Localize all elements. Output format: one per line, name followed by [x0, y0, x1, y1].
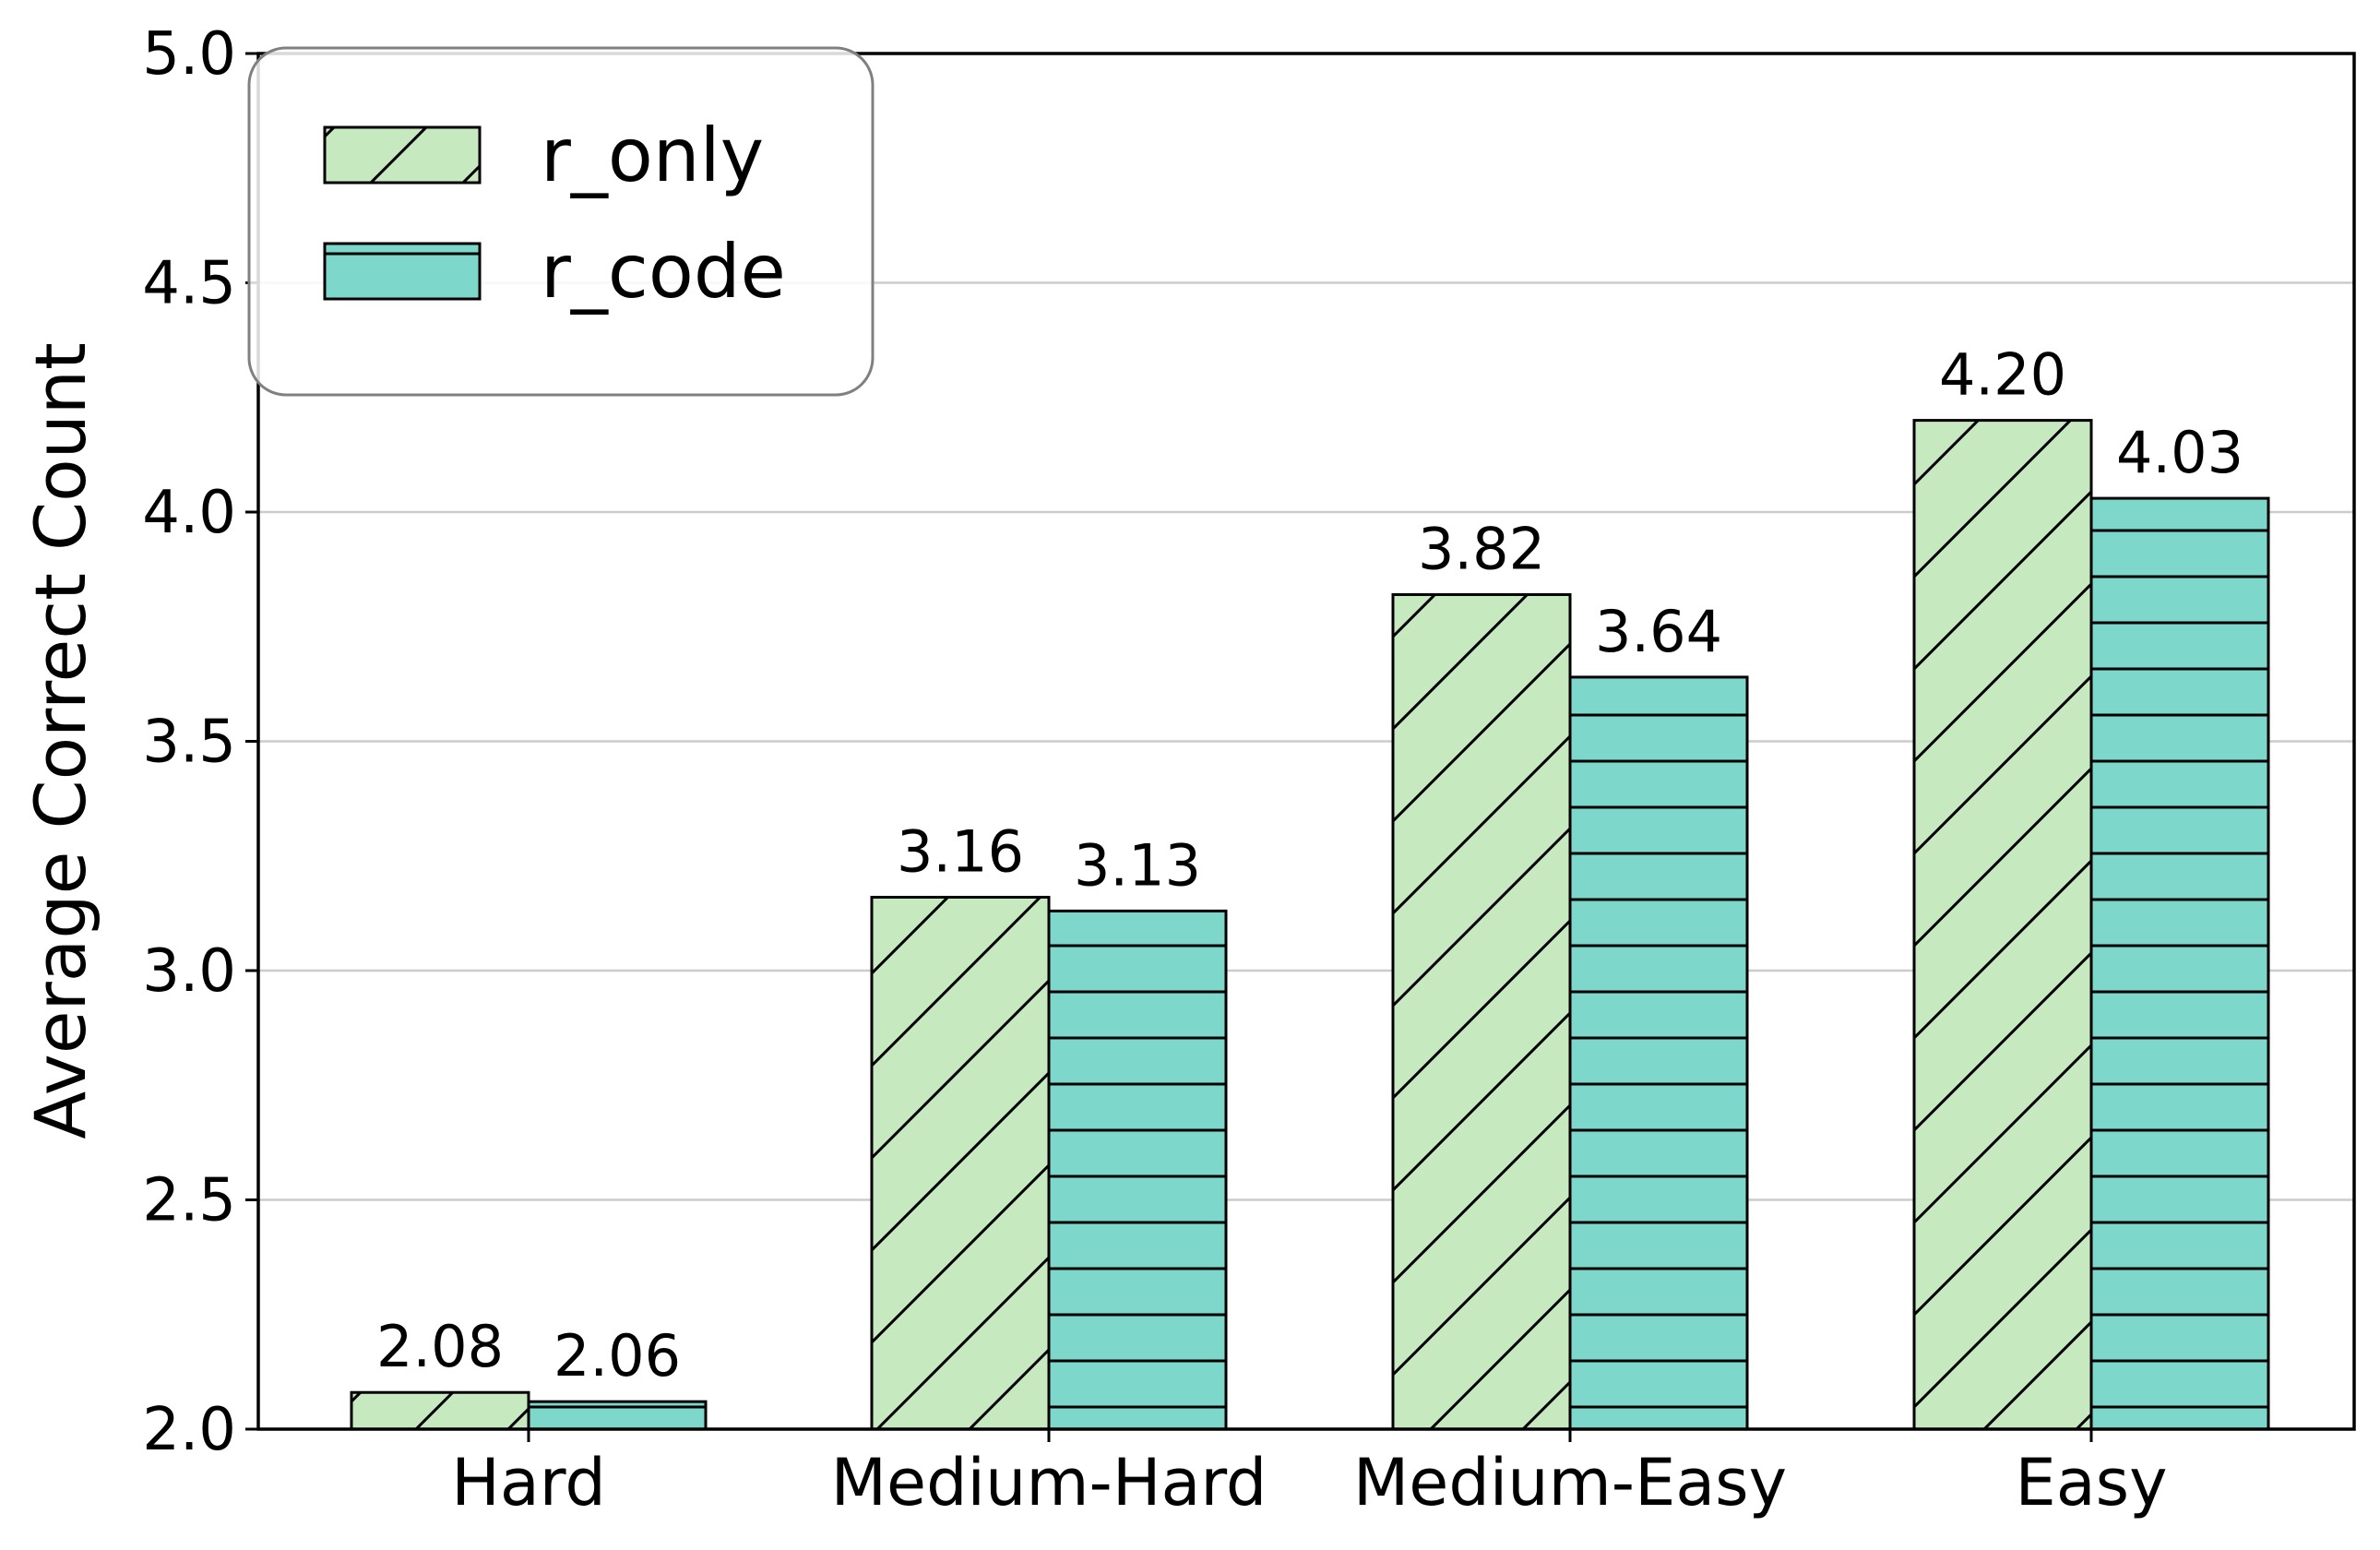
data-label: 2.06 — [553, 1322, 681, 1389]
y-tick-label: 2.0 — [142, 1396, 236, 1464]
x-tick-label: Medium-Hard — [831, 1445, 1267, 1520]
data-label: 4.20 — [1939, 341, 2066, 409]
y-axis-label: Average Correct Count — [19, 342, 101, 1139]
y-tick-label: 5.0 — [142, 20, 236, 89]
y-axis: 2.0 2.5 3.0 3.5 4.0 4.5 5.0 — [142, 20, 258, 1464]
x-axis: Hard Medium-Hard Medium-Easy Easy — [451, 1429, 2168, 1520]
data-label: 3.82 — [1418, 515, 1545, 582]
y-tick-label: 2.5 — [142, 1167, 236, 1235]
bar-r-code-hard — [527, 1400, 708, 1431]
data-label: 4.03 — [2116, 419, 2243, 486]
bar-r-code-medium-easy — [1568, 675, 1749, 1431]
y-tick-label: 3.5 — [142, 709, 236, 777]
y-tick-label: 4.0 — [142, 479, 236, 547]
legend-frame — [247, 46, 875, 397]
y-tick-label: 4.5 — [142, 250, 236, 318]
data-labels: 2.08 3.16 3.82 4.20 2.06 3.13 3.64 4.03 — [376, 341, 2243, 1390]
x-tick-label: Easy — [2015, 1445, 2167, 1520]
data-label: 3.13 — [1074, 831, 1201, 899]
data-label: 3.16 — [897, 817, 1024, 885]
bar-r-only-hard — [350, 1390, 530, 1431]
data-label: 3.64 — [1595, 598, 1722, 665]
bar-r-only-easy — [1912, 419, 2093, 1431]
bar-r-only-medium-easy — [1391, 592, 1572, 1431]
y-tick-label: 3.0 — [142, 937, 236, 1006]
bar-r-code-medium-hard — [1047, 909, 1228, 1431]
legend: r_only r_code — [247, 46, 875, 397]
x-tick-label: Hard — [451, 1445, 606, 1520]
x-tick-label: Medium-Easy — [1353, 1445, 1787, 1520]
legend-label-r-only: r_only — [541, 113, 764, 198]
legend-swatch-r-code — [323, 242, 482, 301]
bar-r-only-medium-hard — [870, 895, 1051, 1431]
legend-label-r-code: r_code — [541, 229, 786, 315]
bar-r-code-easy — [2089, 496, 2270, 1431]
data-label: 2.08 — [376, 1313, 504, 1380]
bars — [350, 419, 2270, 1431]
legend-swatch-r-only — [323, 125, 482, 185]
